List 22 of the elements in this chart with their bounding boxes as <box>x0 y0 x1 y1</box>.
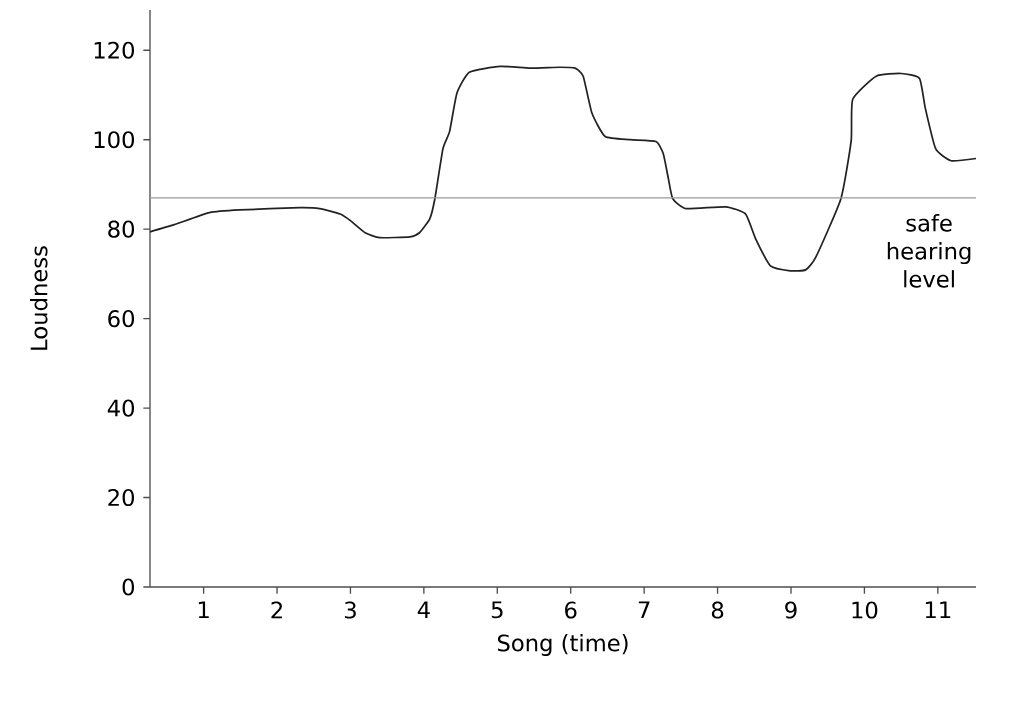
y-axis-title: Loudness <box>29 246 48 350</box>
x-tick-label: 2 <box>271 601 282 619</box>
y-tick-label: 120 <box>94 41 135 59</box>
x-tick-label: 3 <box>344 601 356 619</box>
x-axis-title: Song (time) <box>497 634 628 656</box>
y-tick-label: 20 <box>108 488 135 507</box>
y-tick-label: 100 <box>94 131 135 149</box>
x-tick-label: 1 <box>198 601 209 619</box>
x-tick-label: 5 <box>491 601 503 619</box>
x-tick-label: 6 <box>565 601 577 619</box>
x-tick-label: 11 <box>925 601 951 619</box>
y-tick-label: 40 <box>107 399 135 417</box>
y-tick-label: 60 <box>108 310 135 328</box>
y-tick-label: 80 <box>108 220 135 238</box>
y-tick-label: 0 <box>122 578 135 596</box>
x-tick-label: 10 <box>852 601 878 619</box>
x-tick-label: 4 <box>417 601 430 619</box>
ref-line-label: safe hearing level <box>887 214 971 288</box>
line-series <box>149 65 977 272</box>
x-tick-label: 7 <box>638 601 650 619</box>
x-tick-label: 8 <box>711 601 724 619</box>
x-tick-label: 9 <box>785 601 797 619</box>
